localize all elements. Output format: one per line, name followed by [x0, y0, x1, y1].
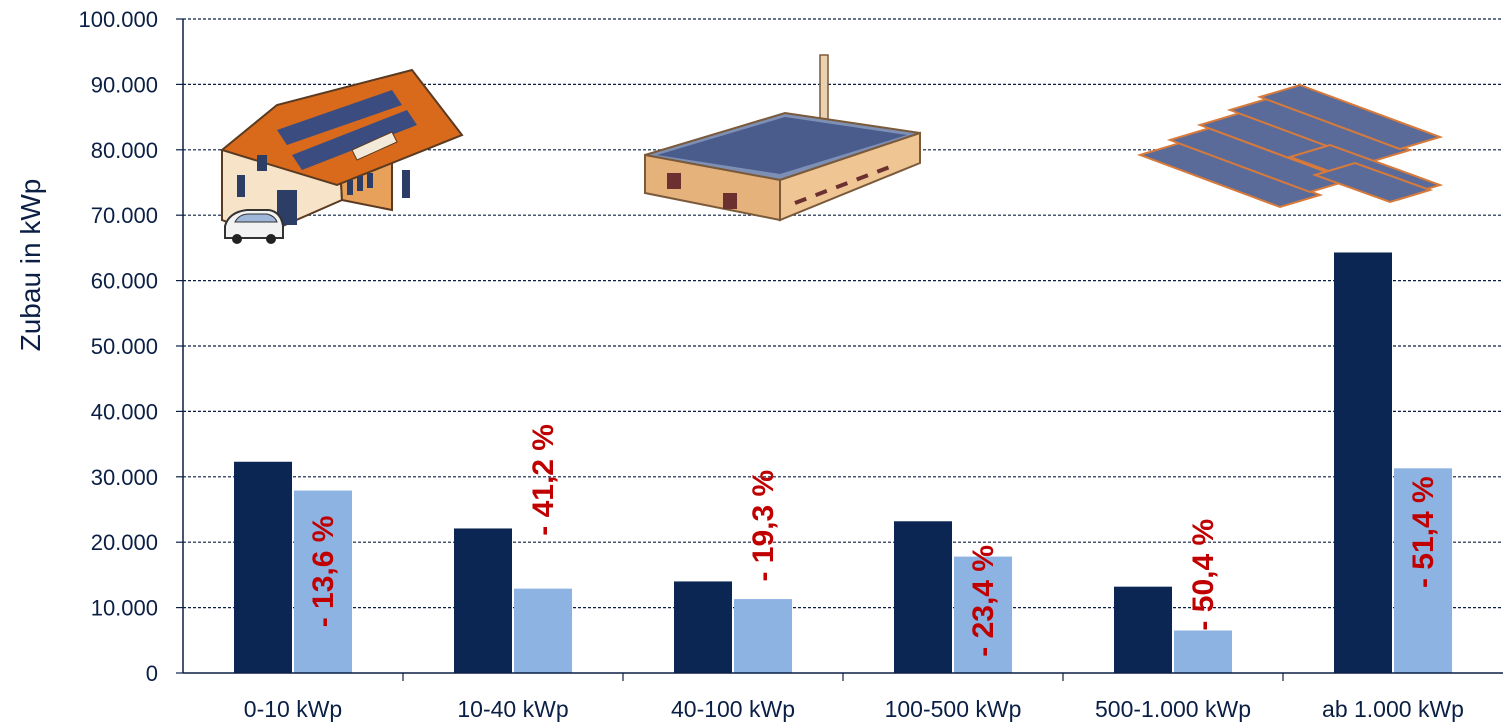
bar: [454, 528, 512, 673]
y-tick-label: 90.000: [91, 72, 158, 97]
bar: [1334, 252, 1392, 673]
y-tick-label: 30.000: [91, 465, 158, 490]
x-tick-label: 0-10 kWp: [244, 696, 342, 722]
y-tick-label: 100.000: [78, 7, 158, 32]
y-tick-label: 70.000: [91, 203, 158, 228]
bar: [954, 556, 1012, 673]
y-tick-label: 80.000: [91, 138, 158, 163]
bars: [234, 252, 1452, 673]
change-annotation: - 19,3 %: [747, 470, 780, 582]
y-axis-title: Zubau in kWp: [15, 179, 46, 352]
x-tick-label: ab 1.000 kWp: [1322, 696, 1464, 722]
y-tick-label: 40.000: [91, 399, 158, 424]
bar: [894, 521, 952, 673]
y-axis-ticks: 0 10.000 20.000 30.000 40.000 50.000 60.000 70.…: [78, 7, 158, 686]
change-annotation: - 51,4 %: [1407, 476, 1440, 588]
bar: [1394, 468, 1452, 673]
solar-park-icon: [1136, 83, 1444, 209]
x-tick-label: 10-40 kWp: [457, 696, 568, 722]
y-tick-label: 10.000: [91, 596, 158, 621]
change-annotation: - 13,6 %: [307, 516, 340, 628]
bar: [234, 461, 292, 673]
bar: [734, 599, 792, 673]
house-with-solar-roof-icon: [219, 68, 464, 244]
factory-with-solar-roof-icon: [644, 54, 921, 222]
bar: [674, 581, 732, 673]
change-annotation: - 50,4 %: [1187, 519, 1220, 631]
axes: [176, 18, 1503, 681]
y-tick-label: 50.000: [91, 334, 158, 359]
x-tick-label: 40-100 kWp: [671, 696, 795, 722]
bar: [1174, 630, 1232, 673]
change-annotation: - 23,4 %: [967, 545, 1000, 657]
y-tick-label: 20.000: [91, 530, 158, 555]
bar: [1114, 586, 1172, 673]
bar: [294, 490, 352, 673]
bar: [514, 588, 572, 673]
annotations: - 13,6 % - 41,2 % - 19,3 % - 23,4 % - 50,4 %…: [307, 424, 1440, 657]
y-tick-label: 0: [146, 661, 158, 686]
gridlines: [183, 18, 1503, 609]
x-tick-label: 500-1.000 kWp: [1095, 696, 1251, 722]
x-axis-labels: 0-10 kWp 10-40 kWp 40-100 kWp 100-500 kWp 50…: [244, 696, 1464, 722]
change-annotation: - 41,2 %: [527, 424, 560, 536]
y-tick-label: 60.000: [91, 269, 158, 294]
x-tick-label: 100-500 kWp: [885, 696, 1022, 722]
